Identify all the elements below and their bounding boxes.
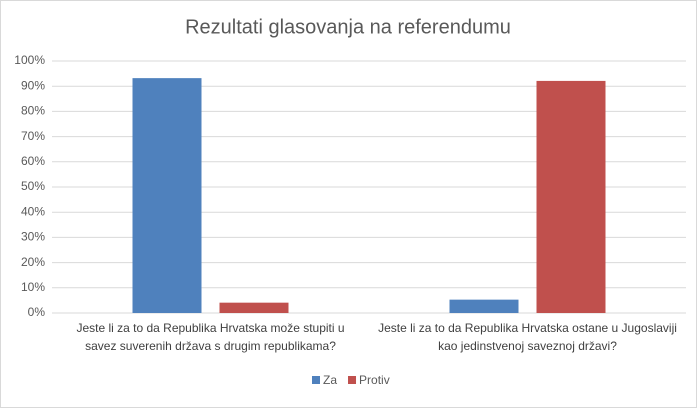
- y-tick-label: 90%: [21, 78, 45, 92]
- y-tick-label: 50%: [21, 179, 45, 193]
- y-tick-label: 70%: [21, 129, 45, 143]
- x-tick-label: Jeste li za to da Republika Hrvatska ost…: [378, 321, 677, 353]
- y-tick-label: 100%: [14, 53, 45, 67]
- bar: [219, 302, 289, 313]
- y-tick-label: 30%: [21, 230, 45, 244]
- legend-swatch: [312, 376, 320, 384]
- y-tick-label: 0%: [28, 305, 46, 319]
- bar: [449, 299, 519, 313]
- y-tick-label: 10%: [21, 280, 45, 294]
- legend-swatch: [348, 376, 357, 384]
- bar: [536, 80, 606, 314]
- y-tick-label: 40%: [21, 204, 45, 218]
- y-tick-label: 80%: [21, 104, 45, 118]
- bar: [132, 78, 202, 313]
- x-tick-label: Jeste li za to da Republika Hrvatska mož…: [76, 321, 345, 353]
- y-tick-label: 60%: [21, 154, 45, 168]
- legend-label: Protiv: [359, 373, 390, 387]
- legend-label: Za: [323, 373, 337, 387]
- chart-title: Rezultati glasovanja na referendumu: [185, 16, 511, 38]
- y-tick-label: 20%: [21, 255, 45, 269]
